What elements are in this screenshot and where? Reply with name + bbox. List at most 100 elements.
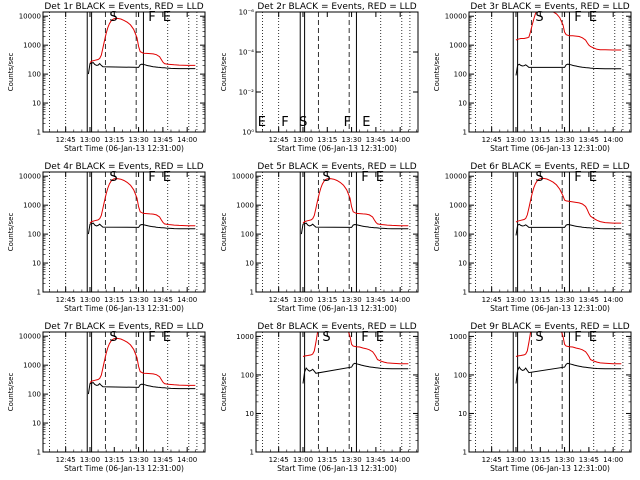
y-axis-label: Counts/sec	[220, 53, 228, 92]
chart-title: Det 9r BLACK = Events, RED = LLD	[470, 322, 629, 332]
x-tick-label: 13:45	[153, 296, 173, 304]
x-tick-label: 13:00	[80, 136, 100, 144]
x-tick-label: 13:00	[506, 296, 526, 304]
x-tick-label: 13:30	[341, 136, 361, 144]
guide-lines	[475, 172, 624, 292]
y-tick-label: 1000	[449, 202, 467, 210]
x-tick-label: 13:45	[579, 456, 599, 464]
series-lld-line	[515, 332, 622, 365]
phase-marker: F	[148, 330, 155, 345]
chart-title: Det 2r BLACK = Events, RED = LLD	[257, 2, 416, 12]
x-axis-label: Start Time (06-Jan-13 12:31:00)	[277, 464, 397, 473]
x-tick-label: 13:15	[104, 136, 124, 144]
x-tick-label: 13:15	[530, 296, 550, 304]
x-tick-label: 14:00	[177, 296, 197, 304]
y-tick-label: 10000	[232, 173, 254, 181]
y-tick-label: 10	[245, 260, 254, 268]
x-tick-label: 13:45	[579, 136, 599, 144]
y-tick-label: 1	[250, 449, 254, 457]
chart-title: Det 6r BLACK = Events, RED = LLD	[470, 162, 629, 172]
y-axis: 1 10 100 1000	[449, 333, 631, 457]
x-tick-label: 12:45	[269, 296, 289, 304]
x-tick-label: 13:45	[366, 296, 386, 304]
y-axis: 1 10 100 1000 10000	[232, 173, 418, 297]
y-tick-label: 1	[37, 129, 41, 137]
x-tick-label: 13:45	[153, 456, 173, 464]
y-axis: 10⁰ 10⁻² 10⁻⁴ 10⁻⁶	[239, 9, 418, 137]
phase-marker: S	[535, 330, 543, 345]
y-tick-label: 10	[458, 410, 467, 418]
phase-marker: E	[163, 330, 171, 345]
phase-marker: F	[574, 330, 581, 345]
series-events-line	[302, 362, 409, 384]
x-axis-label: Start Time (06-Jan-13 12:31:00)	[490, 464, 610, 473]
guide-lines	[49, 172, 198, 292]
y-tick-label: 1	[37, 289, 41, 297]
x-axis-label: Start Time (06-Jan-13 12:31:00)	[490, 144, 610, 153]
y-tick-label: 1	[250, 289, 254, 297]
x-tick-label: 13:30	[554, 136, 574, 144]
plot-frame	[255, 331, 419, 453]
phase-marker: E	[376, 170, 384, 185]
x-tick-label: 12:45	[482, 136, 502, 144]
y-tick-label: 100	[454, 231, 467, 239]
y-axis-label: Counts/sec	[433, 373, 441, 412]
series-lld-line	[302, 332, 409, 365]
phase-marker: F	[574, 10, 581, 25]
x-tick-label: 14:00	[390, 456, 410, 464]
y-tick-label: 10000	[445, 173, 467, 181]
y-tick-label: 1	[463, 449, 467, 457]
phase-marker: S	[299, 115, 307, 130]
x-tick-label: 13:00	[293, 136, 313, 144]
y-axis-label: Counts/sec	[433, 213, 441, 252]
x-axis-label: Start Time (06-Jan-13 12:31:00)	[490, 304, 610, 313]
series-events-line	[87, 62, 196, 75]
y-tick-label: 10000	[19, 13, 41, 21]
x-axis: 12:45 13:00 13:15 13:30 13:45 14:00	[49, 172, 204, 304]
y-axis: 1 10 100 1000 10000	[445, 13, 631, 137]
x-tick-label: 13:15	[530, 456, 550, 464]
plot-frame	[42, 331, 206, 453]
chart-title: Det 1r BLACK = Events, RED = LLD	[44, 2, 203, 12]
y-tick-label: 1	[463, 289, 467, 297]
x-tick-label: 13:45	[579, 296, 599, 304]
phase-marker: E	[376, 330, 384, 345]
plot-frame	[255, 171, 419, 293]
guide-lines	[475, 332, 624, 452]
series-lld-line	[515, 177, 622, 224]
series-lld-line	[89, 178, 196, 227]
y-tick-label: 1000	[236, 333, 254, 341]
x-axis: 12:45 13:00 13:15 13:30 13:45 14:00	[262, 12, 417, 144]
plot-frame	[468, 331, 632, 453]
y-axis: 1 10 100 1000 10000	[445, 173, 631, 297]
y-tick-label: 10000	[19, 173, 41, 181]
phase-marker: F	[281, 115, 288, 130]
chart-title: Det 5r BLACK = Events, RED = LLD	[257, 162, 416, 172]
phase-marker: E	[589, 330, 597, 345]
x-tick-label: 13:30	[128, 456, 148, 464]
x-tick-label: 12:45	[56, 456, 76, 464]
x-axis-label: Start Time (06-Jan-13 12:31:00)	[277, 304, 397, 313]
x-tick-label: 13:00	[506, 456, 526, 464]
phase-marker: S	[322, 170, 330, 185]
y-tick-label: 10⁻⁴	[239, 49, 255, 57]
y-tick-label: 1	[37, 449, 41, 457]
phase-marker: S	[109, 330, 117, 345]
y-tick-label: 10000	[445, 13, 467, 21]
y-tick-label: 10000	[19, 333, 41, 341]
plot-frame	[42, 171, 206, 293]
x-tick-label: 13:30	[128, 136, 148, 144]
y-tick-label: 10⁰	[242, 129, 254, 137]
phase-marker: S	[535, 10, 543, 25]
x-axis-label: Start Time (06-Jan-13 12:31:00)	[64, 144, 184, 153]
plot-frame	[468, 171, 632, 293]
